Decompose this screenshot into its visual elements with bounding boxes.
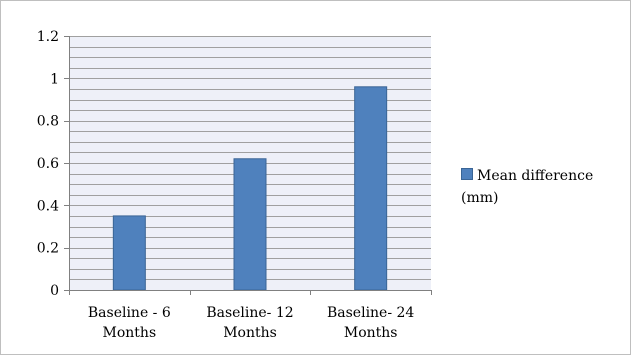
bar-3 bbox=[354, 86, 388, 291]
x-tick-label: Baseline - 6 Months bbox=[88, 305, 171, 341]
y-tick-label: 0.6 bbox=[37, 156, 59, 172]
x-tick-labels: Baseline - 6 Months Baseline- 12 Months Base… bbox=[88, 305, 415, 341]
legend-label: Mean difference (mm) bbox=[461, 168, 594, 206]
y-tick-label: 0.8 bbox=[37, 114, 59, 130]
x-tick-label: Baseline- 24 Months bbox=[327, 305, 414, 341]
y-tick-label: 0.2 bbox=[37, 241, 59, 257]
axes bbox=[64, 36, 432, 295]
y-tick-label: 1 bbox=[50, 71, 59, 87]
bar-1 bbox=[112, 215, 146, 291]
y-tick-label: 0.4 bbox=[37, 198, 59, 214]
bars bbox=[112, 86, 388, 291]
legend: Mean difference (mm) bbox=[461, 165, 626, 209]
y-tick-label: 0 bbox=[50, 283, 59, 299]
x-tick-label: Baseline- 12 Months bbox=[206, 305, 293, 341]
y-tick-labels: 0 0.2 0.4 0.6 0.8 1 1.2 bbox=[37, 29, 59, 299]
y-tick-label: 1.2 bbox=[37, 29, 59, 45]
legend-swatch bbox=[461, 168, 473, 180]
bar-2 bbox=[233, 158, 267, 291]
